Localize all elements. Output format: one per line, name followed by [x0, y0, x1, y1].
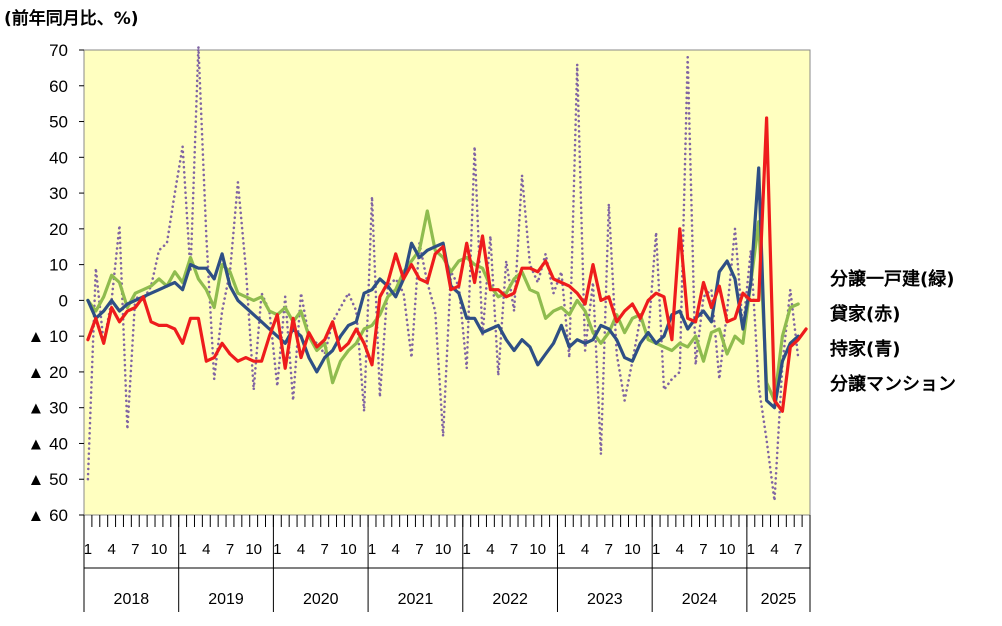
y-tick-label: ▲ 50 — [28, 470, 68, 489]
legend-item-green: 分譲一戸建(緑) — [830, 269, 955, 290]
plot-area — [83, 49, 811, 516]
x-axis: 1 4 7 10 1 4 7 10 1 4 7 10 1 4 7 10 1 4 7 10 1 4 7 10 1 4 7 10 1 4 720… — [83, 515, 811, 612]
x-tick-label: 1 — [368, 541, 376, 558]
x-tick-label: 7 — [321, 541, 329, 558]
y-tick-label: ▲ 10 — [28, 327, 68, 346]
legend: 分譲一戸建(緑) 貸家(赤) 持家(青) 分譲マンション — [830, 262, 956, 402]
x-tick-label: 1 — [557, 541, 565, 558]
x-tick-label: 7 — [794, 541, 802, 558]
series-line-2 — [86, 166, 800, 410]
year-label: 2018 — [114, 591, 150, 608]
series-lines — [86, 45, 808, 503]
x-tick-label: 7 — [605, 541, 613, 558]
year-label: 2020 — [303, 591, 339, 608]
y-tick-label: 30 — [49, 184, 68, 203]
x-tick-label: 4 — [392, 541, 400, 558]
x-tick-label: 7 — [131, 541, 139, 558]
x-tick-label: 1 — [747, 541, 755, 558]
x-tick-label: 10 — [340, 541, 357, 558]
x-tick-label: 4 — [107, 541, 115, 558]
year-label: 2024 — [682, 591, 718, 608]
y-tick-label: 10 — [49, 256, 68, 275]
x-tick-label: 10 — [151, 541, 168, 558]
year-label: 2023 — [587, 591, 623, 608]
x-tick-label: 10 — [719, 541, 736, 558]
x-tick-label: 10 — [624, 541, 641, 558]
x-tick-label: 10 — [245, 541, 262, 558]
legend-item-purple: 分譲マンション — [830, 374, 956, 395]
x-tick-label: 4 — [486, 541, 494, 558]
x-tick-label: 1 — [463, 541, 471, 558]
x-tick-label: 4 — [770, 541, 778, 558]
x-tick-label: 10 — [529, 541, 546, 558]
x-tick-label: 1 — [178, 541, 186, 558]
x-tick-label: 7 — [415, 541, 423, 558]
x-tick-label: 4 — [297, 541, 305, 558]
x-tick-label: 1 — [652, 541, 660, 558]
x-tick-label: 7 — [510, 541, 518, 558]
year-label: 2021 — [398, 591, 434, 608]
y-tick-label: 70 — [49, 41, 68, 60]
x-tick-label: 4 — [581, 541, 589, 558]
x-tick-label: 4 — [202, 541, 210, 558]
y-axis: 70 60 50 40 30 20 10 0 ▲ 10 ▲ 20 ▲ 30 ▲ 40 ▲ 50 ▲ 60 — [28, 41, 84, 525]
y-tick-label: ▲ 20 — [28, 363, 68, 382]
y-tick-label: 50 — [49, 113, 68, 132]
x-tick-label: 4 — [676, 541, 684, 558]
series-line-1 — [86, 116, 808, 413]
y-tick-label: ▲ 40 — [28, 434, 68, 453]
y-tick-label: 60 — [49, 77, 68, 96]
y-tick-label: 40 — [49, 148, 68, 167]
year-label: 2025 — [761, 591, 797, 608]
x-tick-label: 7 — [226, 541, 234, 558]
x-tick-label: 1 — [84, 541, 92, 558]
legend-item-blue: 持家(青) — [830, 339, 901, 360]
legend-item-red: 貸家(赤) — [830, 304, 901, 325]
year-label: 2022 — [492, 591, 528, 608]
series-line-3 — [86, 45, 800, 503]
unit-label: (前年同月比、%) — [4, 9, 139, 29]
year-label: 2019 — [208, 591, 244, 608]
y-tick-label: ▲ 60 — [28, 506, 68, 525]
x-tick-label: 7 — [699, 541, 707, 558]
series-line-0 — [86, 209, 800, 403]
y-tick-label: 20 — [49, 220, 68, 239]
y-tick-label: ▲ 30 — [28, 399, 68, 418]
x-tick-label: 1 — [273, 541, 281, 558]
y-tick-label: 0 — [59, 291, 68, 310]
x-tick-label: 10 — [435, 541, 452, 558]
